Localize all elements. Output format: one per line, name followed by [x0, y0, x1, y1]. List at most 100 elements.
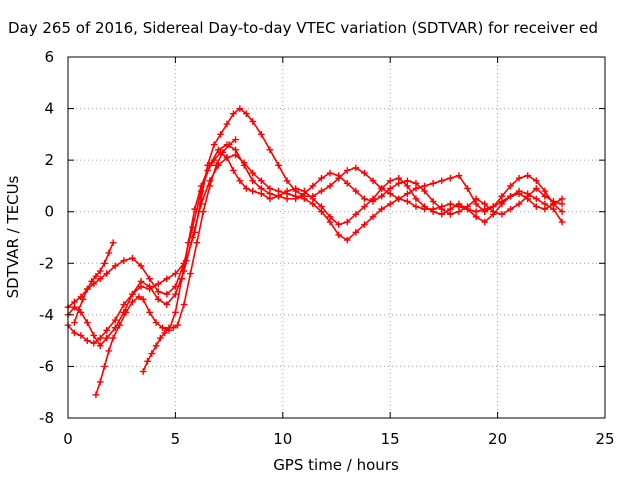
data-point-marker [524, 195, 531, 203]
data-point-marker [210, 141, 218, 148]
data-point-marker [472, 200, 480, 208]
y-tick-label: -4 [39, 306, 54, 324]
data-point-marker [292, 185, 299, 192]
grid [68, 57, 605, 418]
data-point-marker [129, 290, 136, 298]
data-point-marker [532, 203, 540, 210]
data-series [92, 149, 566, 399]
data-point-marker [412, 195, 420, 203]
data-point-marker [258, 131, 265, 138]
data-point-marker [378, 205, 385, 213]
data-point-marker [266, 195, 274, 203]
data-point-marker [386, 177, 394, 185]
data-point-marker [200, 208, 207, 216]
data-point-marker [242, 110, 250, 118]
data-point-marker [361, 203, 368, 210]
data-point-marker [455, 200, 463, 208]
data-point-marker [438, 177, 446, 185]
data-point-marker [343, 236, 351, 244]
x-axis-label: GPS time / hours [273, 456, 399, 474]
data-point-marker [335, 221, 342, 228]
x-tick-label: 10 [273, 430, 292, 448]
series-trace [67, 154, 563, 347]
data-point-marker [352, 164, 360, 172]
data-point-marker [120, 257, 128, 265]
series-trace [95, 151, 563, 396]
data-point-marker [96, 267, 104, 275]
data-point-marker [258, 190, 265, 197]
data-point-marker [96, 342, 104, 350]
data-point-marker [180, 301, 188, 308]
data-point-marker [318, 174, 325, 182]
data-point-marker [507, 205, 514, 213]
data-point-marker [429, 208, 437, 216]
data-point-marker [236, 105, 244, 112]
y-tick-label: -8 [39, 409, 54, 427]
data-point-marker [240, 159, 248, 167]
data-point-marker [71, 303, 78, 311]
data-point-marker [275, 162, 282, 169]
data-point-marker [77, 332, 85, 339]
data-point-marker [507, 182, 514, 190]
data-point-marker [490, 203, 497, 210]
data-point-marker [532, 177, 540, 185]
data-point-marker [343, 167, 351, 174]
data-point-marker [111, 316, 119, 324]
data-point-marker [318, 203, 325, 210]
data-point-marker [421, 203, 428, 210]
data-point-marker [326, 182, 334, 190]
data-series [64, 141, 566, 311]
data-point-marker [335, 231, 342, 239]
data-point-marker [206, 182, 214, 190]
data-series [64, 105, 566, 347]
data-point-marker [163, 301, 171, 308]
data-point-marker [71, 319, 78, 326]
data-point-marker [225, 141, 233, 148]
data-point-marker [242, 185, 250, 192]
data-point-marker [109, 334, 117, 342]
data-point-marker [283, 187, 291, 195]
data-point-marker [455, 172, 463, 179]
data-point-marker [532, 185, 540, 192]
data-point-marker [154, 288, 162, 295]
data-point-marker [236, 177, 244, 185]
data-point-marker [92, 272, 100, 280]
data-point-marker [481, 200, 489, 208]
data-point-marker [326, 213, 334, 221]
data-series [64, 151, 566, 350]
data-point-marker [159, 324, 166, 332]
data-point-marker [96, 334, 104, 342]
data-point-marker [92, 391, 100, 399]
data-point-marker [481, 208, 489, 216]
data-point-marker [120, 301, 128, 308]
data-point-marker [369, 213, 377, 221]
x-tick-label: 15 [381, 430, 400, 448]
data-point-marker [532, 195, 540, 203]
data-point-marker [129, 298, 136, 306]
data-point-marker [101, 259, 108, 267]
data-point-marker [169, 324, 177, 332]
data-point-marker [464, 205, 471, 213]
data-point-marker [429, 198, 437, 205]
data-point-marker [184, 239, 192, 246]
data-point-marker [137, 262, 145, 270]
data-point-marker [309, 195, 317, 203]
data-point-marker [223, 154, 231, 161]
data-point-marker [101, 363, 108, 370]
data-point-marker [103, 270, 110, 277]
data-point-marker [223, 120, 231, 128]
data-point-marker [105, 347, 113, 355]
data-point-marker [352, 187, 360, 195]
data-point-marker [210, 156, 218, 164]
data-point-marker [111, 262, 119, 270]
data-point-marker [230, 167, 237, 174]
data-point-marker [172, 270, 179, 277]
data-point-marker [386, 185, 394, 192]
data-point-marker [109, 239, 117, 246]
data-point-marker [490, 210, 497, 218]
data-point-marker [395, 195, 403, 203]
data-point-marker [249, 187, 257, 195]
data-series [71, 239, 117, 326]
data-point-marker [378, 192, 385, 200]
